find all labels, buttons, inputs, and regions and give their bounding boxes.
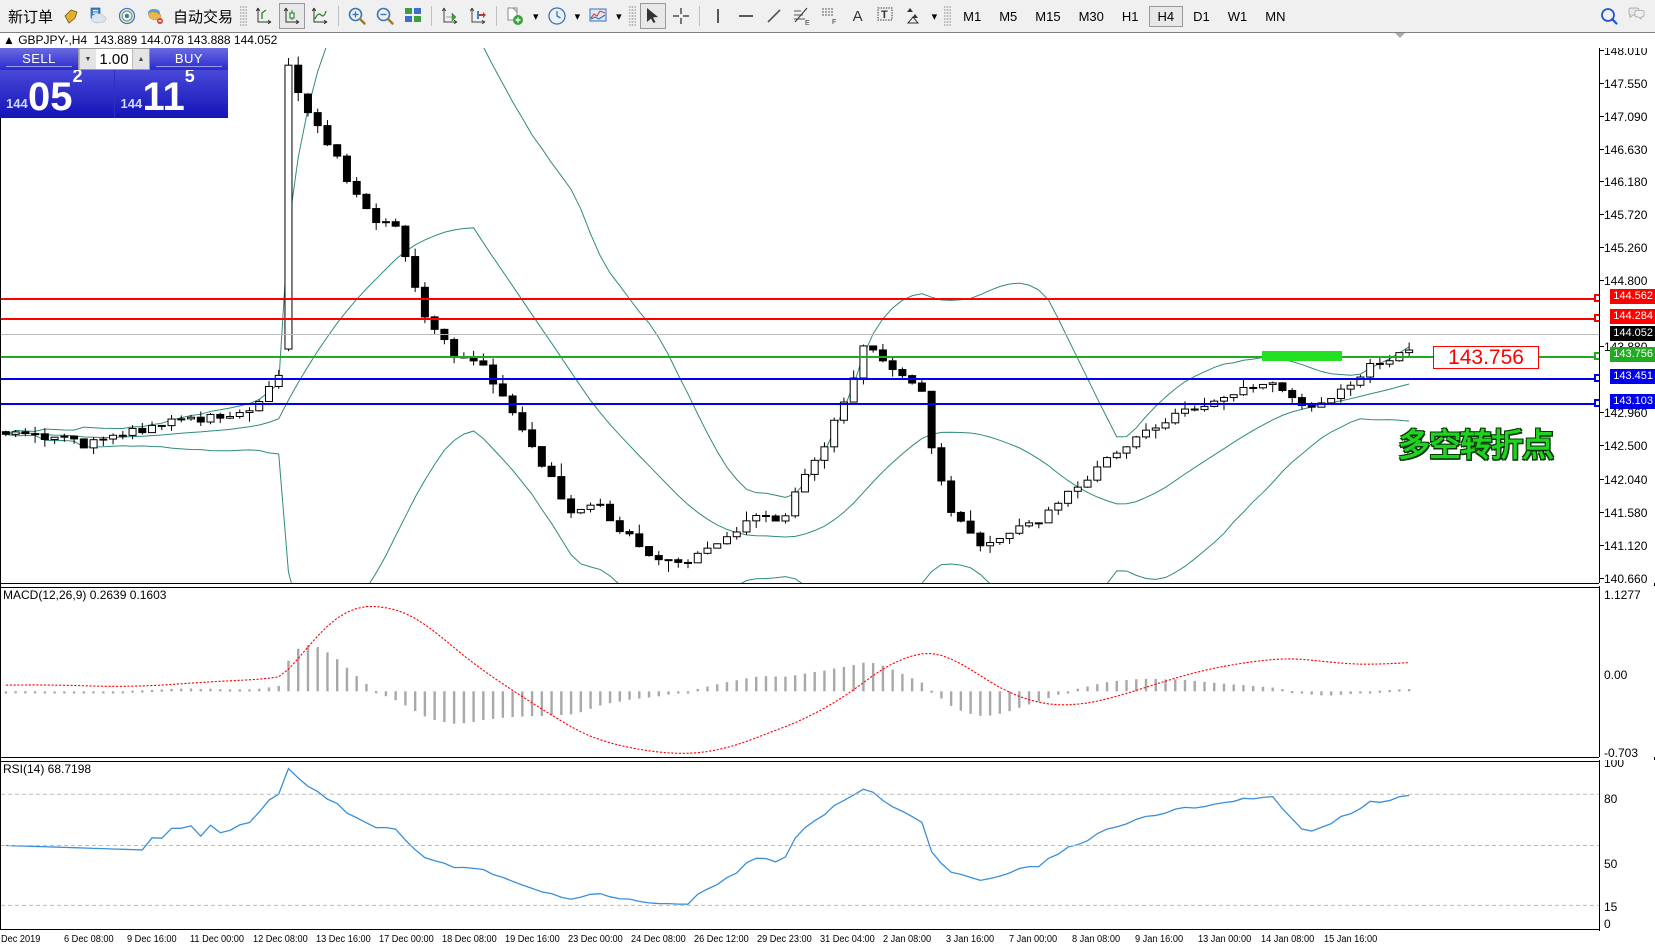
- svg-text:F: F: [832, 19, 836, 26]
- svg-text:E: E: [805, 20, 810, 26]
- svg-text:T: T: [881, 9, 888, 21]
